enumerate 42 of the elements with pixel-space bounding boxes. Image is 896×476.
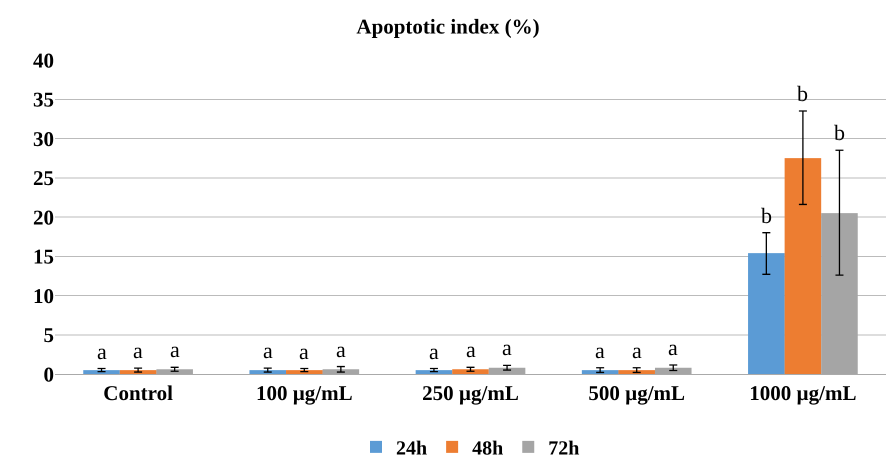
chart-title: Apoptotic index (%) xyxy=(356,14,540,39)
bar xyxy=(286,370,323,374)
data-label: a xyxy=(97,339,107,364)
data-label: a xyxy=(336,337,346,362)
y-tick-label: 20 xyxy=(33,205,54,230)
data-label: a xyxy=(466,337,476,362)
x-tick-label: 500 µg/mL xyxy=(588,381,686,406)
y-tick-label: 5 xyxy=(44,323,54,348)
bar xyxy=(83,370,120,374)
bar xyxy=(748,253,785,374)
data-label: a xyxy=(668,335,678,360)
x-tick-label: Control xyxy=(103,381,174,406)
bar xyxy=(416,370,452,374)
bar xyxy=(120,370,156,374)
y-tick-label: 15 xyxy=(33,244,54,269)
y-tick-label: 40 xyxy=(33,48,54,72)
data-label: b xyxy=(797,81,808,106)
legend-label: 24h xyxy=(396,438,428,460)
bar xyxy=(784,158,822,374)
data-label: a xyxy=(133,338,143,363)
data-label: a xyxy=(299,339,309,364)
data-label: a xyxy=(170,337,180,362)
data-label: a xyxy=(595,338,605,363)
data-label: a xyxy=(502,335,512,360)
legend-label: 48h xyxy=(472,438,504,460)
y-tick-label: 30 xyxy=(33,126,54,151)
legend-label: 72h xyxy=(548,438,580,460)
data-label: b xyxy=(834,120,845,145)
x-tick-label: 1000 µg/mL xyxy=(749,381,856,406)
bar xyxy=(618,370,655,374)
bar xyxy=(249,370,286,374)
data-label: a xyxy=(263,338,273,363)
y-tick-label: 35 xyxy=(33,88,54,112)
data-label: a xyxy=(632,338,642,363)
y-tick-label: 0 xyxy=(44,362,54,386)
data-label: b xyxy=(761,203,772,228)
x-tick-label: 100 µg/mL xyxy=(256,381,353,406)
y-tick-label: 10 xyxy=(33,284,54,308)
bar xyxy=(582,370,618,374)
y-tick-label: 25 xyxy=(33,166,54,190)
data-label: a xyxy=(429,339,439,364)
x-tick-label: 250 µg/mL xyxy=(422,381,519,406)
